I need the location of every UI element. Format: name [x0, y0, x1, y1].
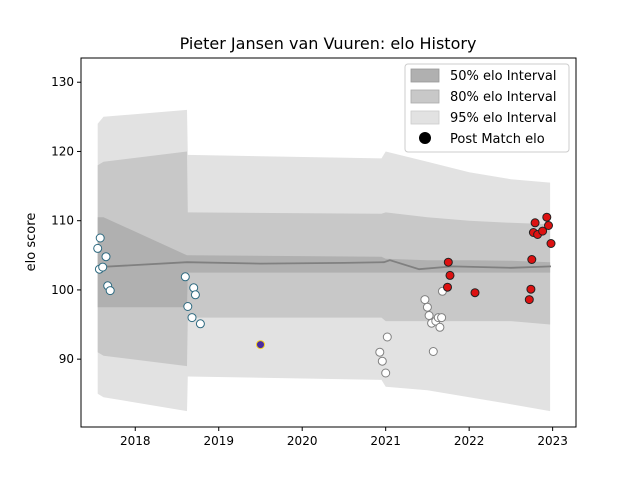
post-match-point [527, 285, 535, 293]
legend-marker-post-match [419, 132, 431, 144]
legend-label-95: 95% elo Interval [450, 111, 557, 126]
y-tick-label: 130 [51, 75, 74, 89]
post-match-point [376, 348, 384, 356]
legend-swatch-80 [411, 90, 439, 103]
y-tick-label: 90 [59, 352, 74, 366]
legend: 50% elo Interval 80% elo Interval 95% el… [405, 64, 569, 152]
x-tick-label: 2019 [203, 434, 234, 448]
post-match-point [421, 296, 429, 304]
post-match-point [543, 213, 551, 221]
post-match-point [184, 303, 192, 311]
post-match-point [444, 283, 452, 291]
post-match-point [545, 222, 553, 230]
x-tick-label: 2018 [120, 434, 151, 448]
y-tick-label: 100 [51, 283, 74, 297]
legend-swatch-50 [411, 69, 439, 82]
post-match-point [382, 369, 390, 377]
legend-label-50: 50% elo Interval [450, 69, 557, 84]
post-match-point [471, 289, 479, 297]
y-tick-label: 120 [51, 144, 74, 158]
post-match-point [96, 234, 104, 242]
post-match-point [378, 357, 386, 365]
y-axis-label: elo score [24, 213, 39, 272]
post-match-point [444, 258, 452, 266]
post-match-point [446, 271, 454, 279]
legend-swatch-95 [411, 111, 439, 124]
post-match-point [425, 312, 433, 320]
plot-area [94, 110, 555, 411]
post-match-point [106, 287, 114, 295]
post-match-point [429, 348, 437, 356]
post-match-point [257, 341, 265, 349]
post-match-point [383, 333, 391, 341]
x-tick-label: 2023 [537, 434, 568, 448]
post-match-point [531, 219, 539, 227]
post-match-point [528, 256, 536, 264]
x-tick-label: 2020 [287, 434, 318, 448]
chart-title: Pieter Jansen van Vuuren: elo History [180, 34, 477, 53]
post-match-point [102, 253, 110, 261]
y-axis: 90 100 110 120 130 [51, 75, 81, 366]
post-match-point [525, 296, 533, 304]
legend-label-80: 80% elo Interval [450, 90, 557, 105]
post-match-point [196, 320, 204, 328]
post-match-point [191, 291, 199, 299]
post-match-point [94, 244, 102, 252]
post-match-point [99, 263, 107, 271]
post-match-point [547, 240, 555, 248]
post-match-point [438, 314, 446, 322]
post-match-point [181, 273, 189, 281]
legend-label-post-match: Post Match elo [450, 132, 545, 147]
post-match-point [188, 314, 196, 322]
y-tick-label: 110 [51, 214, 74, 228]
x-tick-label: 2022 [454, 434, 485, 448]
post-match-point [423, 303, 431, 311]
post-match-point [436, 323, 444, 331]
x-axis: 2018 2019 2020 2021 2022 2023 [120, 427, 568, 448]
x-tick-label: 2021 [370, 434, 401, 448]
